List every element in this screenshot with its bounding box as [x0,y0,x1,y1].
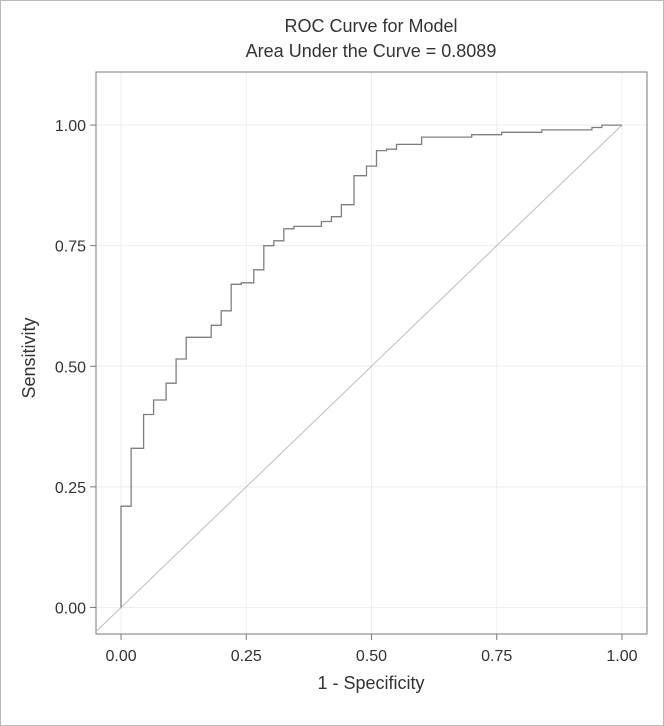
x-tick-label: 0.25 [231,648,262,665]
x-tick-label: 0.50 [356,648,387,665]
y-tick-label: 0.00 [55,600,86,617]
x-tick-label: 0.00 [105,648,136,665]
y-tick-label: 0.75 [55,239,86,256]
chart-subtitle: Area Under the Curve = 0.8089 [246,41,497,61]
y-axis-label: Sensitivity [19,317,39,398]
x-tick-label: 0.75 [481,648,512,665]
grid [96,72,647,634]
x-axis-label: 1 - Specificity [317,673,424,693]
reference-diagonal-line [95,124,623,632]
y-tick-label: 1.00 [55,118,86,135]
y-tick-label: 0.25 [55,480,86,497]
y-tick-label: 0.50 [55,359,86,376]
x-tick-label: 1.00 [606,648,637,665]
chart-title: ROC Curve for Model [284,16,457,36]
y-axis-ticks: 0.00 0.25 0.50 0.75 1.00 [55,118,96,617]
roc-curve-line [120,124,622,608]
x-axis-ticks: 0.00 0.25 0.50 0.75 1.00 [105,634,638,665]
